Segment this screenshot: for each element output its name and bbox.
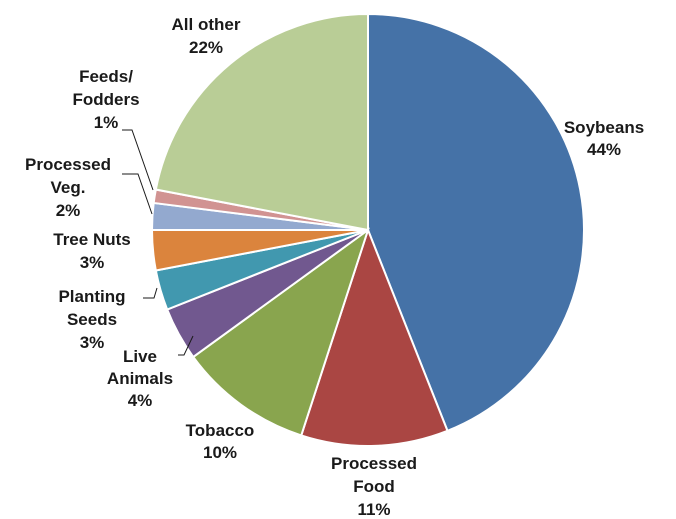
slice-label-line: All other xyxy=(172,15,241,34)
slice-label-line: 3% xyxy=(80,253,105,272)
slice-label-line: Seeds xyxy=(67,310,117,329)
slice-label-line: 3% xyxy=(80,333,105,352)
slice-label-line: Planting xyxy=(58,287,125,306)
slice-label-line: 2% xyxy=(56,201,81,220)
leader-line-live-animals xyxy=(178,335,194,356)
slice-label-line: Processed xyxy=(25,155,111,174)
slice-labels: Soybeans 44% Processed Food 11% Tobacco 10% Liv… xyxy=(25,15,644,519)
slice-label-line: 22% xyxy=(189,38,223,57)
slice-label-processed-veg: Processed Veg. 2% xyxy=(25,155,111,220)
slice-label-live-animals: Live Animals 4% xyxy=(107,347,173,410)
slice-label-line: Feeds/ xyxy=(79,67,133,86)
pie-slice-tobacco xyxy=(191,227,370,437)
slice-label-line: Soybeans xyxy=(564,118,644,137)
slice-label-line: 10% xyxy=(203,443,237,462)
slice-label-planting-seeds: Planting Seeds 3% xyxy=(58,287,125,352)
slice-label-line: Veg. xyxy=(51,178,86,197)
pie-slice-soybeans xyxy=(367,12,585,433)
slice-label-line: Tobacco xyxy=(186,421,255,440)
slice-label-line: Food xyxy=(353,477,395,496)
slice-label-line: Fodders xyxy=(72,90,139,109)
pie-slice-processed-food xyxy=(299,227,449,447)
slice-label-line: 44% xyxy=(587,140,621,159)
slice-label-all-other: All other 22% xyxy=(172,15,241,57)
slice-label-line: Processed xyxy=(331,454,417,473)
slice-label-processed-food: Processed Food 11% xyxy=(331,454,417,519)
slice-label-tobacco: Tobacco 10% xyxy=(186,421,255,462)
slice-label-feeds-fodders: Feeds/Fodders 1% xyxy=(72,67,139,132)
slice-label-line: Tree Nuts xyxy=(53,230,130,249)
slice-label-line: Animals xyxy=(107,369,173,388)
leader-line-processed-veg xyxy=(122,173,153,215)
leader-line-feeds-fodders xyxy=(122,129,154,191)
slice-label-tree-nuts: Tree Nuts 3% xyxy=(53,230,130,272)
slice-label-line: 11% xyxy=(357,500,390,519)
slice-label-line: 1% xyxy=(94,113,119,132)
pie-slices xyxy=(150,12,585,447)
leader-line-planting-seeds xyxy=(143,287,158,299)
slice-label-line: Live xyxy=(123,347,157,366)
slice-label-soybeans: Soybeans 44% xyxy=(564,118,644,159)
slice-label-line: 4% xyxy=(128,391,153,410)
leader-lines xyxy=(122,129,194,356)
pie-slice-all-other xyxy=(154,12,369,232)
